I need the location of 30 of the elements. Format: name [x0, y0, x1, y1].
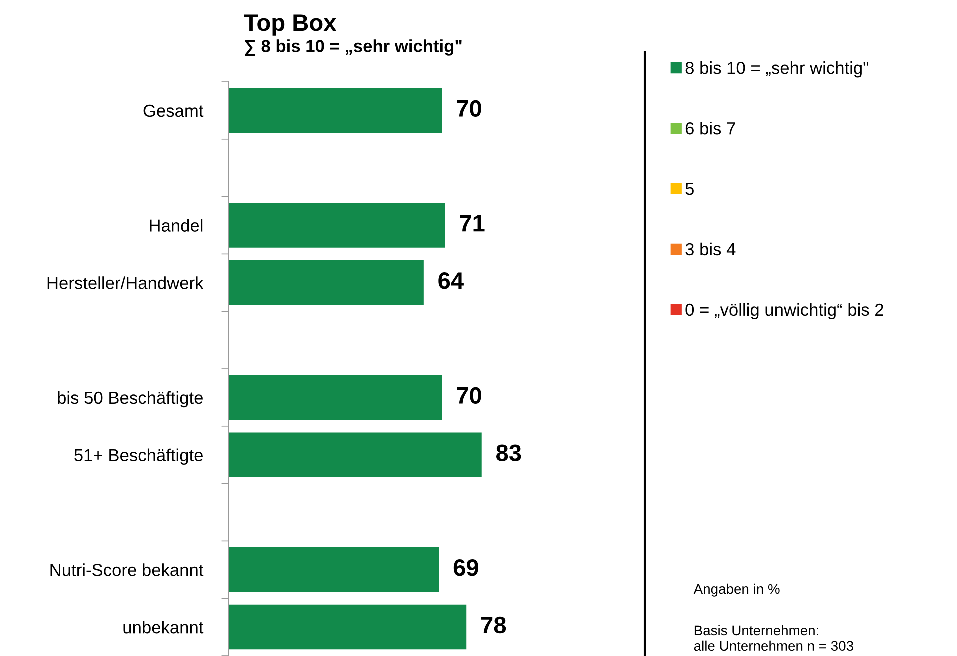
data-label: 64: [438, 272, 464, 290]
data-label: 78: [482, 616, 506, 634]
chart-subtitle: ∑ 8 bis 10 = „sehr wichtig": [245, 40, 462, 56]
legend-label: 5: [686, 183, 694, 196]
y-tick-label: Nutri-Score bekannt: [50, 564, 204, 576]
text: Basis Unternehmen: alle Unternehmen n = 303: [694, 625, 854, 652]
legend-label: 8 bis 10 = „sehr wichtig": [686, 62, 869, 78]
bar: [228, 432, 482, 478]
legend-label: 3 bis 4: [686, 242, 736, 256]
bar: [228, 260, 424, 306]
bar: [228, 604, 467, 650]
bar: [228, 375, 442, 420]
y-tick-label: bis 50 Beschäftigte: [58, 391, 203, 408]
chart-title: Top Box: [244, 14, 337, 36]
bar: [228, 548, 440, 592]
legend-label: 6 bis 7: [686, 122, 736, 135]
y-tick-label: 51+ Beschäftigte: [74, 448, 203, 465]
data-label: 69: [454, 560, 478, 576]
text: Angaben in %: [694, 584, 780, 597]
bar: [228, 88, 442, 134]
data-label: 71: [460, 215, 485, 232]
y-tick-label: Hersteller/Handwerk: [48, 276, 204, 290]
y-tick-label: unbekannt: [124, 621, 204, 634]
data-label: 70: [457, 387, 482, 404]
data-label: 70: [457, 100, 482, 118]
legend-label: 0 = „völlig unwichtig“ bis 2: [686, 303, 884, 320]
data-label: 83: [496, 444, 522, 462]
bar: [228, 203, 446, 248]
y-tick-label: Gesamt: [144, 104, 204, 118]
y-tick-label: Handel: [150, 219, 203, 232]
